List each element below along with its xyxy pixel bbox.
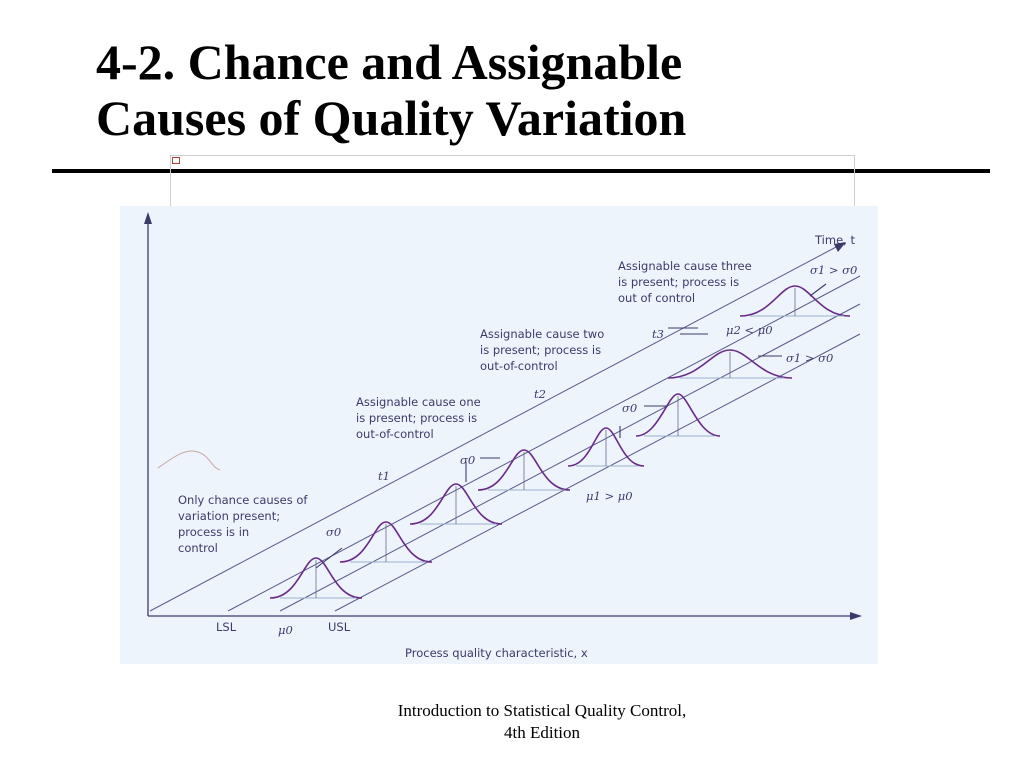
lsl-label: LSL — [216, 620, 237, 634]
curve-shift-mean-2 — [635, 393, 721, 437]
svg-text:Assignable cause two: Assignable cause two — [480, 327, 604, 341]
svg-text:variation present;: variation present; — [178, 509, 280, 523]
curve-cause-one-b — [477, 449, 571, 491]
annotation-chance: Only chance causes of variation present;… — [178, 493, 308, 555]
curve-in-control-2 — [339, 521, 433, 563]
curve-wider-spread — [739, 285, 851, 317]
slide-footer: Introduction to Statistical Quality Cont… — [340, 700, 744, 744]
time-mark-t2: t2 — [534, 387, 546, 401]
svg-text:process is in: process is in — [178, 525, 249, 539]
diagram-svg: Process quality characteristic, x Time, … — [144, 212, 862, 660]
annotation-cause-two: Assignable cause two is present; process… — [480, 327, 604, 373]
sigma0-label-c: σ0 — [622, 401, 637, 415]
footer-line-2: 4th Edition — [503, 723, 581, 742]
time-mark-t3: t3 — [652, 327, 664, 341]
sigma1-a-arrow-icon — [809, 283, 827, 297]
usl-label: USL — [328, 620, 351, 634]
slide-title: 4-2. Chance and Assignable Causes of Qua… — [96, 34, 686, 146]
svg-text:is present; process is: is present; process is — [356, 411, 477, 425]
slide-title-line-2: Causes of Quality Variation — [96, 90, 687, 146]
sigma1-gt-sigma0-label-a: σ1 > σ0 — [810, 263, 857, 277]
x-axis-label: Process quality characteristic, x — [405, 646, 588, 660]
curve-shift-mean — [567, 427, 645, 467]
faint-sketch — [157, 450, 221, 471]
curve-cause-one-a — [409, 483, 503, 525]
title-divider — [52, 169, 990, 173]
mu0-label: μ0 — [278, 623, 293, 637]
time-line-4 — [334, 333, 861, 612]
sigma0-a-arrow-icon — [315, 547, 343, 569]
svg-text:Assignable cause three: Assignable cause three — [618, 259, 752, 273]
svg-text:Assignable cause one: Assignable cause one — [356, 395, 481, 409]
horizontal-axis-arrow-icon — [850, 612, 862, 620]
curve-lower-mean — [667, 349, 793, 379]
svg-text:is present; process is: is present; process is — [480, 343, 601, 357]
footer-line-1: Introduction to Statistical Quality Cont… — [397, 701, 687, 720]
time-mark-t1: t1 — [378, 469, 390, 483]
variation-diagram: Process quality characteristic, x Time, … — [120, 206, 878, 664]
mu1-gt-mu0-label: μ1 > μ0 — [586, 489, 633, 503]
time-axis-arrow-icon — [834, 242, 846, 252]
sigma1-gt-sigma0-label-b: σ1 > σ0 — [786, 351, 833, 365]
sigma0-label-a: σ0 — [326, 525, 341, 539]
svg-text:out-of-control: out-of-control — [480, 359, 558, 373]
curve-in-control — [269, 557, 363, 599]
svg-text:out of control: out of control — [618, 291, 695, 305]
broken-image-icon — [172, 157, 180, 164]
svg-text:Only chance causes of: Only chance causes of — [178, 493, 308, 507]
svg-text:control: control — [178, 541, 218, 555]
time-line-1 — [149, 245, 839, 612]
time-axis-label: Time, t — [814, 233, 855, 247]
slide-title-line-1: 4-2. Chance and Assignable — [96, 34, 683, 90]
vertical-axis-arrow-icon — [144, 212, 152, 224]
annotation-cause-one: Assignable cause one is present; process… — [356, 395, 481, 441]
svg-text:out-of-control: out-of-control — [356, 427, 434, 441]
svg-text:is present; process is: is present; process is — [618, 275, 739, 289]
annotation-cause-three: Assignable cause three is present; proce… — [618, 259, 752, 305]
time-line-3 — [279, 303, 861, 612]
embedded-object-frame — [170, 155, 855, 206]
sigma0-label-b: σ0 — [460, 453, 475, 467]
mu2-lt-mu0-label: μ2 < μ0 — [726, 323, 773, 337]
